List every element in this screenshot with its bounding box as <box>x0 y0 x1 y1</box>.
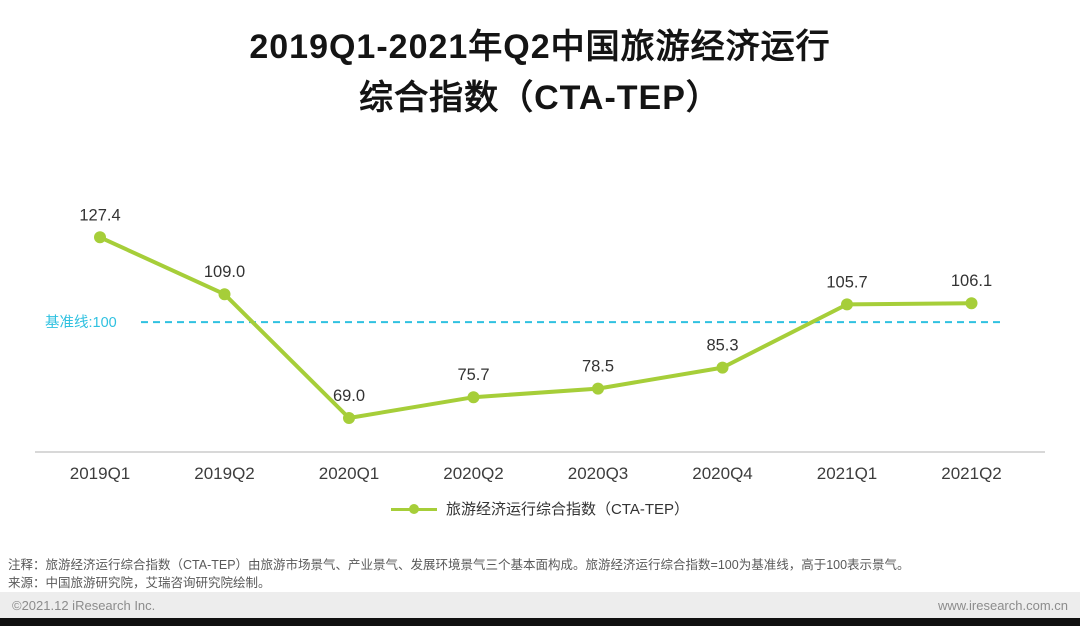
legend-label: 旅游经济运行综合指数（CTA-TEP） <box>445 501 690 518</box>
x-tick-label: 2019Q2 <box>194 464 255 483</box>
data-point <box>592 382 604 395</box>
note-source: 来源：中国旅游研究院，艾瑞咨询研究院绘制。 <box>8 576 271 590</box>
data-label: 109.0 <box>204 263 245 281</box>
baseline-label: 基准线:100 <box>45 314 117 331</box>
data-label: 106.1 <box>951 272 992 290</box>
chart-title-line1: 2019Q1-2021年Q2中国旅游经济运行 <box>249 28 831 66</box>
x-tick-label: 2020Q3 <box>568 464 629 483</box>
chart-canvas: 基准线:100 127.4 109.0 69.0 75.7 78.5 85.3 105.7 10… <box>35 206 1045 483</box>
data-point <box>467 391 480 404</box>
footer-bar: ©2021.12 iResearch Inc. www.iresearch.co… <box>0 592 1080 618</box>
data-label: 78.5 <box>582 358 614 376</box>
x-tick-label: 2020Q4 <box>692 464 753 483</box>
data-point <box>94 231 106 244</box>
legend-dot <box>408 503 419 514</box>
chart-title-line2: 综合指数（CTA-TEP） <box>359 79 721 117</box>
x-tick-label: 2021Q2 <box>941 464 1002 483</box>
website-link[interactable]: www.iresearch.com.cn <box>937 597 1068 613</box>
note-annotation: 注释：旅游经济运行综合指数（CTA-TEP）由旅游市场景气、产业景气、发展环境景… <box>8 558 910 572</box>
data-label: 85.3 <box>706 337 738 355</box>
x-tick-label: 2021Q1 <box>817 464 878 483</box>
data-label: 105.7 <box>826 273 867 291</box>
data-point <box>716 361 729 374</box>
chart-legend: 旅游经济运行综合指数（CTA-TEP） <box>0 498 1080 519</box>
series-line <box>98 235 974 420</box>
data-point <box>841 298 853 311</box>
copyright-text: ©2021.12 iResearch Inc. <box>12 597 156 613</box>
data-label: 127.4 <box>79 206 120 224</box>
data-point <box>965 297 978 310</box>
data-label: 75.7 <box>457 366 489 384</box>
line-chart: 基准线:100 127.4 109.0 69.0 75.7 78.5 85.3 105.7 10… <box>0 160 1080 490</box>
data-point <box>343 412 355 424</box>
chart-notes: 注释：旅游经济运行综合指数（CTA-TEP）由旅游市场景气、产业景气、发展环境景… <box>8 556 1072 592</box>
data-label: 69.0 <box>333 387 365 405</box>
chart-title: 2019Q1-2021年Q2中国旅游经济运行 综合指数（CTA-TEP） <box>0 22 1080 124</box>
x-tick-label: 2020Q2 <box>443 464 504 483</box>
data-point <box>218 288 231 301</box>
x-tick-label: 2019Q1 <box>70 464 131 483</box>
brand-strip <box>0 618 1080 626</box>
legend-line-marker <box>390 503 437 514</box>
x-tick-label: 2020Q1 <box>319 464 380 483</box>
